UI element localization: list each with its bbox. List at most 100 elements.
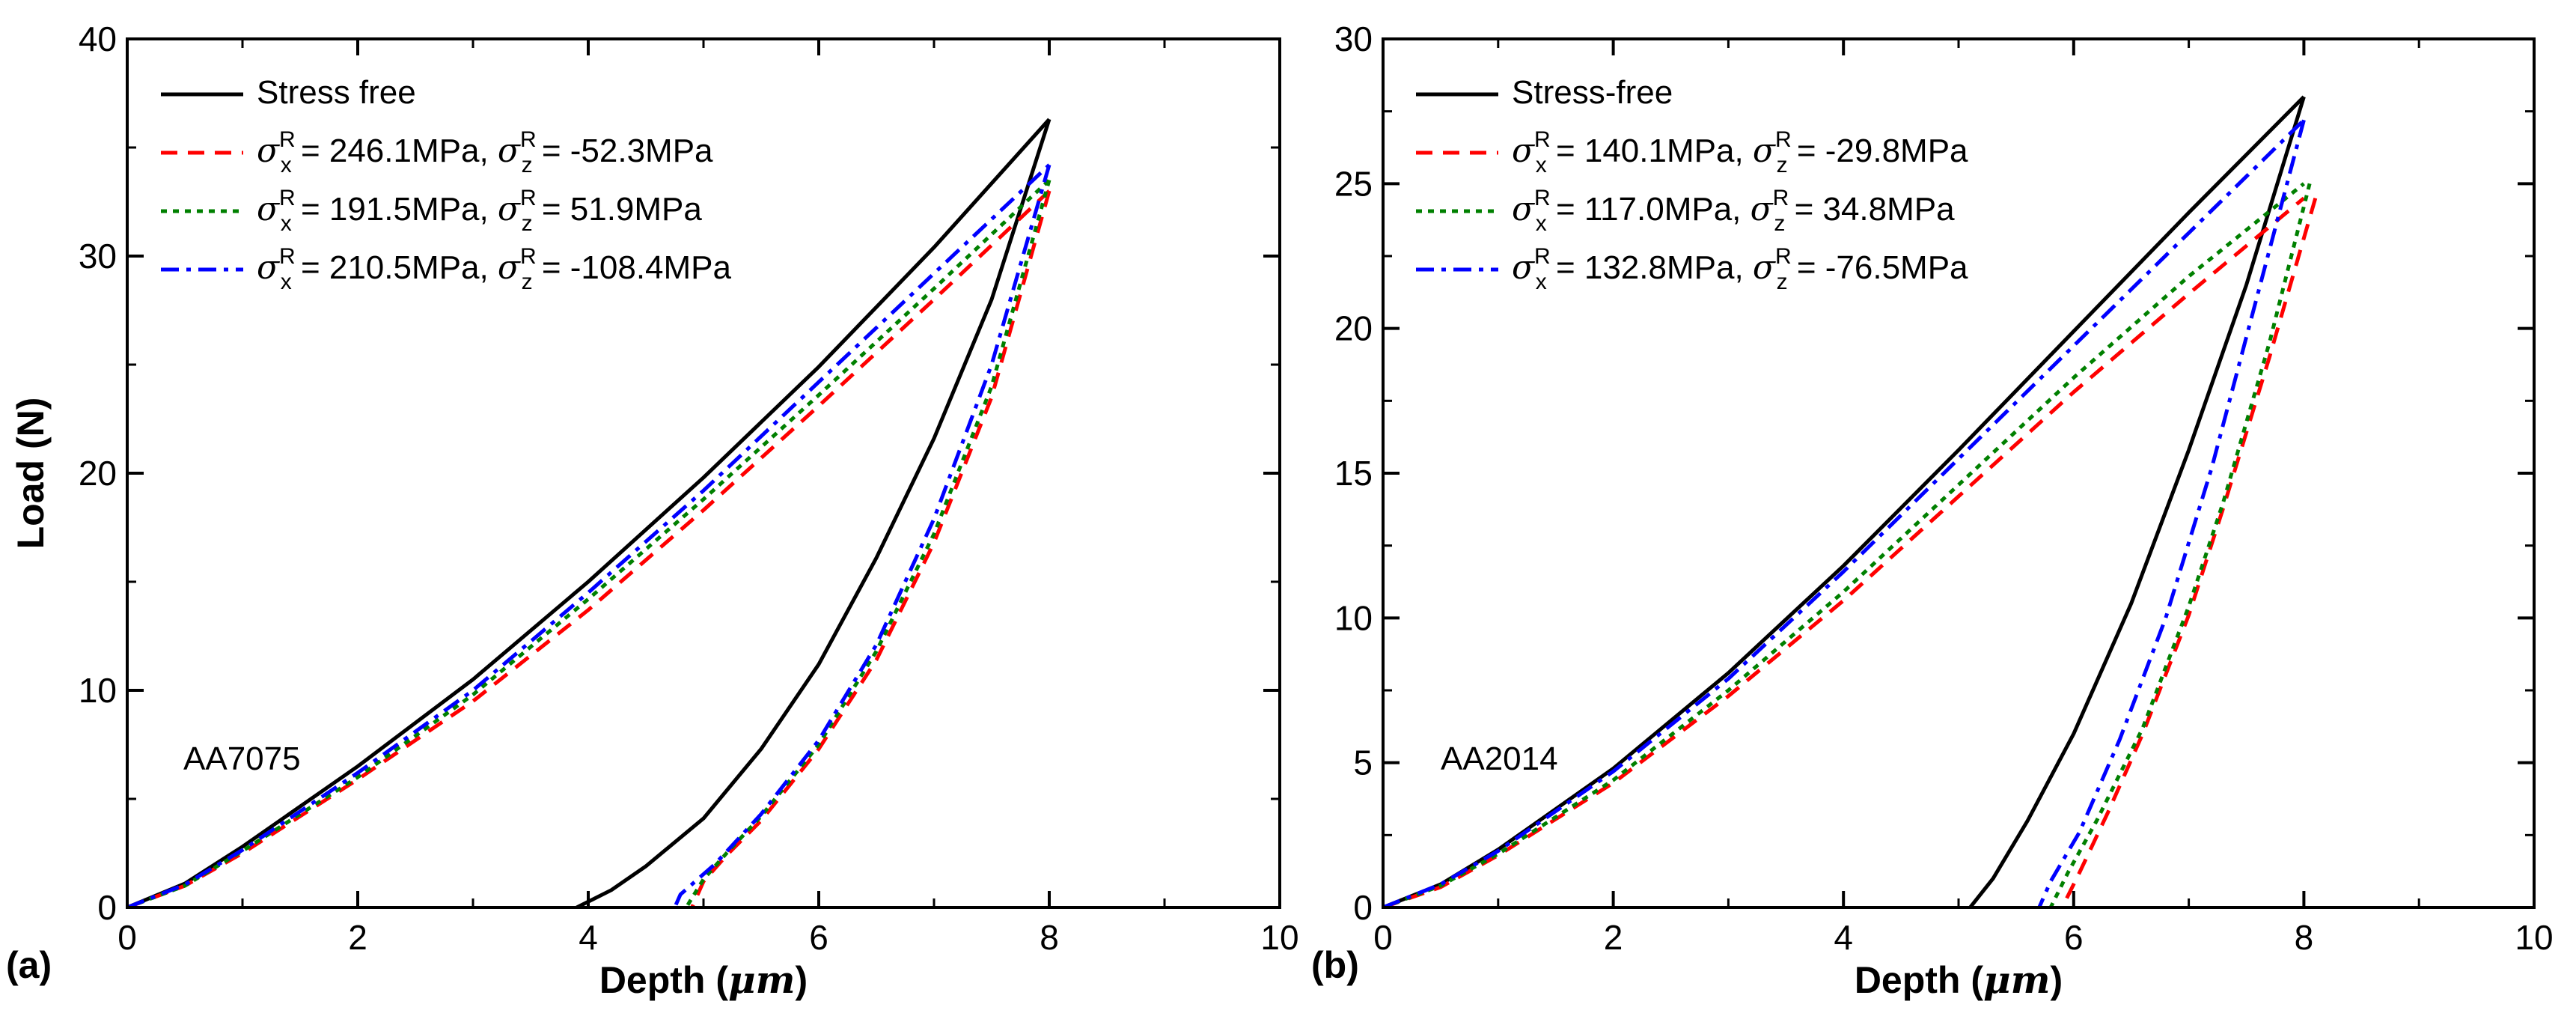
legend-superscript-x: R <box>279 244 296 269</box>
legend-value-z: = -108.4MPa <box>533 249 732 286</box>
series-1-unloading-line <box>2060 198 2318 907</box>
legend-superscript-z: R <box>520 244 537 269</box>
legend-sigma-z: σ <box>1753 249 1777 287</box>
legend-value-z: = 51.9MPa <box>533 191 703 228</box>
series-2-unloading-line <box>684 179 1052 907</box>
y-tick-label: 5 <box>1353 743 1373 782</box>
legend-superscript-x: R <box>1534 127 1551 152</box>
legend-value-z: = -52.3MPa <box>533 133 713 169</box>
y-tick-label: 30 <box>1334 19 1373 58</box>
x-tick-label: 4 <box>579 918 598 957</box>
legend-value-x: = 191.5MPa, <box>292 191 498 228</box>
legend-subscript-z: z <box>522 270 533 294</box>
legend-sigma-x: σ <box>257 249 281 287</box>
x-tick-label: 0 <box>1373 918 1393 957</box>
legend-sigma-x: σ <box>1512 190 1536 228</box>
legend-value-x: = 132.8MPa, <box>1547 249 1753 286</box>
series-0-unloading-line <box>1968 96 2306 907</box>
legend-sigma-x: σ <box>1512 249 1536 287</box>
x-tick-label: 0 <box>117 918 137 957</box>
x-tick-label: 2 <box>1604 918 1623 957</box>
y-tick-label: 0 <box>1353 888 1373 927</box>
legend-subscript-x: x <box>1536 270 1547 294</box>
series-0-loading-line <box>127 118 1051 907</box>
x-axis-title-unit: μm <box>728 958 796 1002</box>
legend-entry-text: Stress free <box>257 74 416 111</box>
legend-value-x: = 117.0MPa, <box>1547 191 1751 228</box>
legend-sigma-z: σ <box>498 132 522 170</box>
legend-entry-0: Stress-free <box>1512 74 1673 111</box>
legend-subscript-x: x <box>1536 153 1547 177</box>
legend-sigma-x: σ <box>257 190 281 228</box>
legend-entry-2: σR x = 191.5MPa, σR z = 51.9MPa <box>257 186 702 236</box>
y-tick-label: 20 <box>79 454 117 493</box>
x-tick-label: 6 <box>2064 918 2084 957</box>
legend-value-x: = 210.5MPa, <box>292 249 498 286</box>
series-3-unloading-line <box>2037 119 2306 907</box>
legend-value-z: = -29.8MPa <box>1788 133 1968 169</box>
legend-entry-0: Stress free <box>257 74 416 111</box>
series-3-loading-line <box>127 163 1051 907</box>
series-2-loading-line <box>127 178 1051 907</box>
legend-superscript-z: R <box>1773 186 1789 210</box>
x-tick-label: 2 <box>348 918 367 957</box>
x-tick-label: 8 <box>1040 918 1059 957</box>
legend-value-z: = -76.5MPa <box>1788 249 1968 286</box>
series-group <box>1383 95 2318 907</box>
y-tick-label: 25 <box>1334 164 1373 203</box>
x-tick-label: 10 <box>2515 918 2553 957</box>
series-3-unloading-line <box>673 164 1052 907</box>
x-axis-title-close: ) <box>2051 959 2063 1001</box>
panel-b: 0 2 4 6 8 10 0 5 10 15 20 25 30 Depth (μm) (b) AA2014 St… <box>1311 19 2554 1002</box>
legend-entry-text: Stress-free <box>1512 74 1673 111</box>
legend-subscript-x: x <box>1536 211 1547 236</box>
series-2-unloading-line <box>2048 183 2312 907</box>
y-tick-label: 0 <box>97 888 117 927</box>
y-tick-label: 10 <box>1334 598 1373 637</box>
alloy-annotation: AA7075 <box>183 740 301 777</box>
series-0-unloading-line <box>576 118 1052 907</box>
legend-subscript-x: x <box>281 153 292 177</box>
legend-subscript-z: z <box>1777 153 1788 177</box>
legend-subscript-z: z <box>1777 270 1788 294</box>
y-tick-label: 30 <box>79 237 117 276</box>
x-axis-title: Depth (μm) <box>599 958 808 1002</box>
legend-superscript-x: R <box>279 186 296 210</box>
legend-sigma-x: σ <box>257 132 281 170</box>
series-3-loading-line <box>1383 118 2306 907</box>
legend-superscript-x: R <box>1534 186 1551 210</box>
x-tick-label: 10 <box>1260 918 1298 957</box>
legend-sigma-z: σ <box>498 249 522 287</box>
legend-superscript-z: R <box>1775 127 1792 152</box>
y-tick-label: 40 <box>79 19 117 58</box>
series-1-unloading-line <box>690 190 1052 907</box>
legend-subscript-z: z <box>1774 211 1785 236</box>
alloy-annotation: AA2014 <box>1441 740 1558 777</box>
panel-label: (a) <box>6 944 52 986</box>
legend-sigma-z: σ <box>1751 190 1774 228</box>
series-group <box>127 118 1052 907</box>
x-tick-label: 8 <box>2295 918 2314 957</box>
x-axis-title-unit: μm <box>1983 958 2051 1002</box>
legend-value-z: = 34.8MPa <box>1785 191 1955 228</box>
legend-subscript-z: z <box>522 211 533 236</box>
legend-sigma-z: σ <box>498 190 522 228</box>
series-1-loading-line <box>127 189 1051 907</box>
x-axis-title-text: Depth ( <box>599 959 729 1001</box>
legend-subscript-z: z <box>522 153 533 177</box>
legend-entry-3: σR x = 210.5MPa, σR z = -108.4MPa <box>257 244 732 294</box>
x-axis-title: Depth (μm) <box>1855 958 2063 1002</box>
legend-superscript-x: R <box>279 127 296 152</box>
legend-superscript-x: R <box>1534 244 1551 269</box>
legend-subscript-x: x <box>281 270 292 294</box>
x-axis-title-text: Depth ( <box>1855 959 1984 1001</box>
x-tick-label: 6 <box>809 918 828 957</box>
legend-entry-3: σR x = 132.8MPa, σR z = -76.5MPa <box>1512 244 1968 294</box>
legend-superscript-z: R <box>1775 244 1792 269</box>
legend-superscript-z: R <box>520 186 537 210</box>
panel-label: (b) <box>1311 944 1359 986</box>
panel-a: 0 2 4 6 8 10 0 10 20 30 40 Depth (μm) Load (N) (a) AA7… <box>6 19 1299 1002</box>
legend-sigma-z: σ <box>1753 132 1777 170</box>
